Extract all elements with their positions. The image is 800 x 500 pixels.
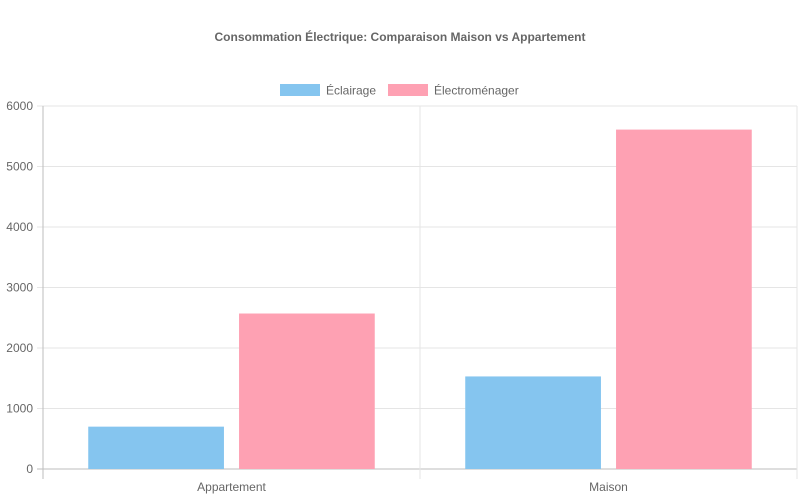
y-tick-label: 0 <box>26 462 33 476</box>
bar-1-1[interactable] <box>616 129 752 469</box>
legend: Éclairage Électroménager <box>280 83 519 98</box>
legend-label-eclairage[interactable]: Éclairage <box>326 83 376 98</box>
chart-title: Consommation Électrique: Comparaison Mai… <box>215 29 586 44</box>
y-tick-label: 1000 <box>6 402 33 416</box>
bar-0-1[interactable] <box>239 313 375 469</box>
gridlines <box>37 105 798 479</box>
x-axis-ticks: Appartement Maison <box>197 480 628 494</box>
bars <box>88 129 752 469</box>
y-tick-label: 3000 <box>6 281 33 295</box>
y-axis-ticks: 0 1000 2000 3000 4000 5000 6000 <box>6 99 33 476</box>
bar-1-0[interactable] <box>465 376 601 469</box>
y-tick-label: 5000 <box>6 160 33 174</box>
y-tick-label: 2000 <box>6 341 33 355</box>
legend-label-electromenager[interactable]: Électroménager <box>434 83 519 98</box>
y-tick-label: 6000 <box>6 99 33 113</box>
x-tick-label: Appartement <box>197 480 266 494</box>
legend-swatch-eclairage[interactable] <box>280 84 320 96</box>
x-tick-label: Maison <box>589 480 628 494</box>
legend-swatch-electromenager[interactable] <box>388 84 428 96</box>
y-tick-label: 4000 <box>6 220 33 234</box>
bar-0-0[interactable] <box>88 426 224 469</box>
